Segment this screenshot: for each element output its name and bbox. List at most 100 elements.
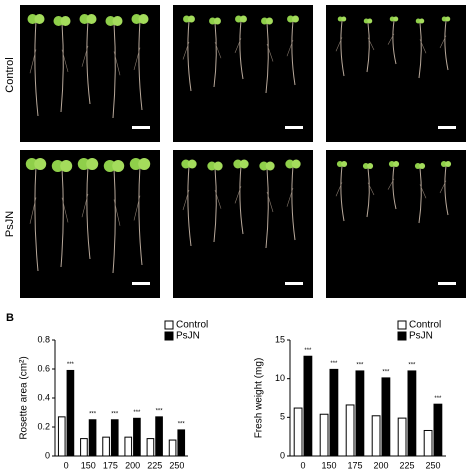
- leaf: [291, 15, 299, 23]
- leaf: [265, 161, 275, 171]
- root: [265, 167, 269, 249]
- bar: [168, 439, 177, 457]
- row-label: PsJN: [4, 211, 16, 237]
- leaf: [86, 14, 97, 24]
- root: [367, 182, 375, 196]
- x-tick-label: 150: [81, 460, 96, 470]
- leaf: [261, 17, 269, 25]
- x-tick-label: 175: [347, 460, 362, 470]
- significance: ***: [356, 363, 364, 369]
- root: [113, 199, 121, 226]
- root: [239, 20, 244, 80]
- significance: ***: [67, 362, 75, 368]
- leaf: [389, 16, 395, 22]
- y-tick-label: 10: [275, 373, 285, 383]
- root: [213, 22, 217, 88]
- leaf: [287, 15, 295, 23]
- legend-swatch: [164, 320, 174, 330]
- x-tick-label: 200: [373, 460, 388, 470]
- root: [418, 167, 422, 224]
- scale-bar: [285, 126, 303, 129]
- leaf: [181, 159, 191, 169]
- bar: [66, 369, 75, 457]
- root: [392, 20, 397, 65]
- leaf: [112, 160, 125, 172]
- root: [34, 20, 39, 117]
- leaf: [291, 159, 301, 169]
- leaf: [341, 16, 347, 22]
- root: [213, 167, 217, 243]
- photo-panel: [173, 5, 313, 142]
- y-tick-label: 0.8: [37, 334, 50, 344]
- bar: [146, 438, 155, 457]
- significance: ***: [304, 348, 312, 354]
- bar: [80, 438, 88, 457]
- photo-panel: [20, 150, 160, 298]
- leaf: [367, 163, 374, 169]
- x-tick-label: 150: [321, 460, 336, 470]
- leaf: [265, 17, 273, 25]
- bar: [102, 436, 110, 457]
- leaf: [445, 161, 452, 167]
- leaf: [138, 158, 151, 170]
- leaf: [112, 16, 123, 26]
- root: [60, 167, 64, 268]
- root: [419, 39, 427, 54]
- leaf: [60, 160, 73, 172]
- leaf: [213, 17, 221, 25]
- row-label: Control: [4, 57, 16, 92]
- bar: [88, 419, 97, 457]
- leaf: [445, 16, 451, 22]
- y-tick-label: 5: [280, 412, 285, 422]
- root: [444, 165, 449, 216]
- root: [138, 165, 143, 266]
- x-tick-label: 225: [399, 460, 414, 470]
- legend-label: Control: [409, 320, 441, 331]
- bar: [381, 377, 391, 457]
- scale-bar: [285, 282, 303, 285]
- leaf: [419, 18, 425, 24]
- root: [61, 49, 69, 73]
- leaf: [34, 158, 47, 170]
- leaf: [103, 160, 116, 172]
- root: [34, 165, 39, 272]
- y-tick-label: 0.4: [37, 392, 50, 402]
- leaf: [414, 163, 421, 169]
- leaf: [440, 161, 447, 167]
- root: [418, 22, 422, 79]
- significance: ***: [178, 421, 186, 427]
- root: [133, 47, 141, 71]
- bar: [345, 404, 355, 457]
- bar: [110, 419, 119, 457]
- root: [187, 20, 192, 92]
- root: [340, 165, 345, 222]
- y-tick-label: 0.2: [37, 421, 50, 431]
- scale-bar: [438, 282, 456, 285]
- significance: ***: [382, 369, 390, 375]
- leaf: [336, 161, 343, 167]
- x-tick-label: 250: [169, 460, 184, 470]
- bar: [423, 429, 433, 457]
- leaf: [239, 15, 247, 23]
- root: [138, 20, 143, 111]
- leaf: [362, 163, 369, 169]
- bar: [355, 370, 365, 457]
- y-axis-label: Rosette area (cm²): [19, 356, 30, 439]
- leaf: [27, 14, 38, 24]
- root: [335, 182, 343, 197]
- root: [214, 190, 222, 209]
- root: [291, 165, 296, 241]
- bar: [433, 403, 443, 457]
- root: [439, 180, 447, 194]
- photo-panel: [20, 5, 160, 142]
- root: [29, 49, 37, 74]
- root: [392, 165, 397, 210]
- bar: [319, 413, 329, 457]
- x-tick-label: 250: [425, 460, 440, 470]
- panel-label: B: [6, 312, 14, 324]
- significance: ***: [133, 410, 141, 416]
- y-tick-label: 0.6: [37, 363, 50, 373]
- y-tick-label: 15: [275, 334, 285, 344]
- significance: ***: [156, 408, 164, 414]
